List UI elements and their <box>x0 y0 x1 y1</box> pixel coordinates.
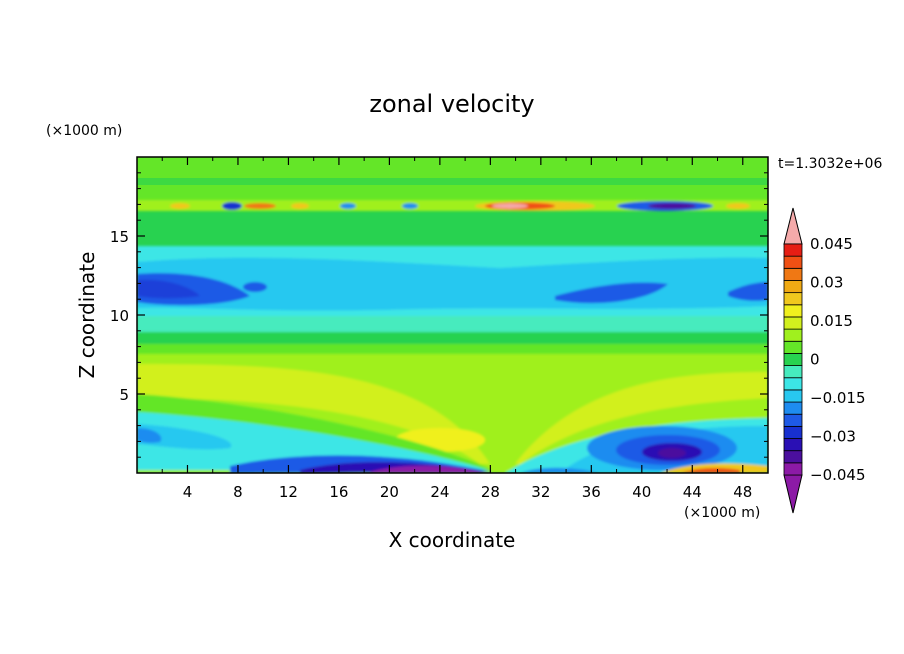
colorbar-swatch <box>783 243 803 257</box>
jet-layer <box>137 200 768 211</box>
colorbar-swatch <box>783 340 803 354</box>
colorbar-swatch <box>783 304 803 318</box>
colorbar-swatch <box>783 267 803 281</box>
x-tick-label: 28 <box>481 483 500 501</box>
contour-field <box>137 157 768 473</box>
x-axis-label: X coordinate <box>389 528 516 552</box>
jet-cold-core <box>648 203 696 209</box>
jet-warm-spot <box>244 203 276 209</box>
y-axis-label: Z coordinate <box>75 252 99 379</box>
colorbar-tick-label: 0.045 <box>810 235 853 253</box>
x-tick-label: 16 <box>329 483 348 501</box>
y-axis-unit: (×1000 m) <box>46 123 122 139</box>
left-blue-core <box>137 279 200 299</box>
colorbar-tick-label: 0.03 <box>810 274 843 292</box>
light-green-band <box>137 344 768 354</box>
colorbar-swatch <box>783 316 803 330</box>
colorbar-swatch <box>783 280 803 294</box>
yellow-tongue <box>137 364 768 464</box>
colorbar-swatch <box>783 365 803 379</box>
x-tick-label: 4 <box>183 483 193 501</box>
lower-left-cyan <box>137 412 488 470</box>
x-tick-label: 20 <box>380 483 399 501</box>
x-tick-label: 12 <box>279 483 298 501</box>
colorbar-swatch <box>783 425 803 439</box>
y-tick-label: 15 <box>110 228 129 246</box>
field-top-ripple <box>137 178 768 185</box>
jet-warm-spot <box>726 203 750 209</box>
jet-cold-spot <box>222 202 242 210</box>
chart-title: zonal velocity <box>369 90 534 118</box>
surface-purple <box>370 465 486 473</box>
field-shapes <box>137 200 768 473</box>
colorbar: 0.045 0.03 0.015 0 −0.015 −0.03 −0.045 <box>783 207 866 514</box>
y-tick-label: 10 <box>110 307 129 325</box>
x-tick-label: 8 <box>233 483 243 501</box>
colorbar-swatch <box>783 462 803 476</box>
colorbar-swatch <box>783 353 803 366</box>
jet-warm-spot <box>170 203 190 209</box>
jet-warm-peak <box>492 203 528 209</box>
colorbar-over-arrow <box>783 207 803 245</box>
colorbar-tick-label: 0.015 <box>810 312 853 330</box>
small-blue-cell <box>243 282 267 292</box>
colorbar-swatch <box>783 438 803 452</box>
jet-cold-spot <box>340 203 356 209</box>
jet-warm-spot <box>291 203 309 209</box>
colorbar-swatch <box>783 377 803 391</box>
colorbar-tick-label: −0.015 <box>810 389 866 407</box>
x-axis-unit: (×1000 m) <box>684 505 760 521</box>
colorbar-swatch <box>783 255 803 269</box>
lower-left-light-blue <box>137 424 232 450</box>
colorbar-swatch <box>783 413 803 427</box>
colorbar-swatch <box>783 450 803 464</box>
colorbar-tick-label: 0 <box>810 351 820 369</box>
colorbar-swatch <box>783 401 803 415</box>
lower-left-blue <box>137 428 162 443</box>
colorbar-under-arrow <box>783 474 803 514</box>
colorbar-tick-label: −0.03 <box>810 428 856 446</box>
colorbar-swatch <box>783 389 803 403</box>
y-tick-label: 5 <box>119 386 129 404</box>
transition-band <box>137 316 768 332</box>
x-axis-ticks: 4 8 12 16 20 24 28 32 36 40 44 48 <box>161 157 752 501</box>
surface-warm-core <box>680 468 740 473</box>
x-tick-label: 24 <box>430 483 449 501</box>
x-tick-label: 44 <box>683 483 702 501</box>
time-label: t=1.3032e+06 <box>778 156 882 172</box>
y-axis-ticks: 5 10 15 <box>110 172 768 458</box>
colorbar-tick-label: −0.045 <box>810 466 866 484</box>
x-tick-label: 36 <box>582 483 601 501</box>
zero-band <box>137 332 768 344</box>
colorbar-swatch <box>783 292 803 306</box>
right-blue-cell <box>555 282 668 304</box>
x-tick-label: 40 <box>632 483 651 501</box>
colorbar-swatch <box>783 328 803 342</box>
upper-light-blue-band <box>137 257 768 311</box>
surface-blue-patch <box>520 467 600 473</box>
jet-cold-spot <box>402 203 418 209</box>
x-tick-label: 32 <box>531 483 550 501</box>
edge-blue-cell <box>728 282 768 301</box>
lower-right-core <box>658 448 686 458</box>
x-tick-label: 48 <box>733 483 752 501</box>
